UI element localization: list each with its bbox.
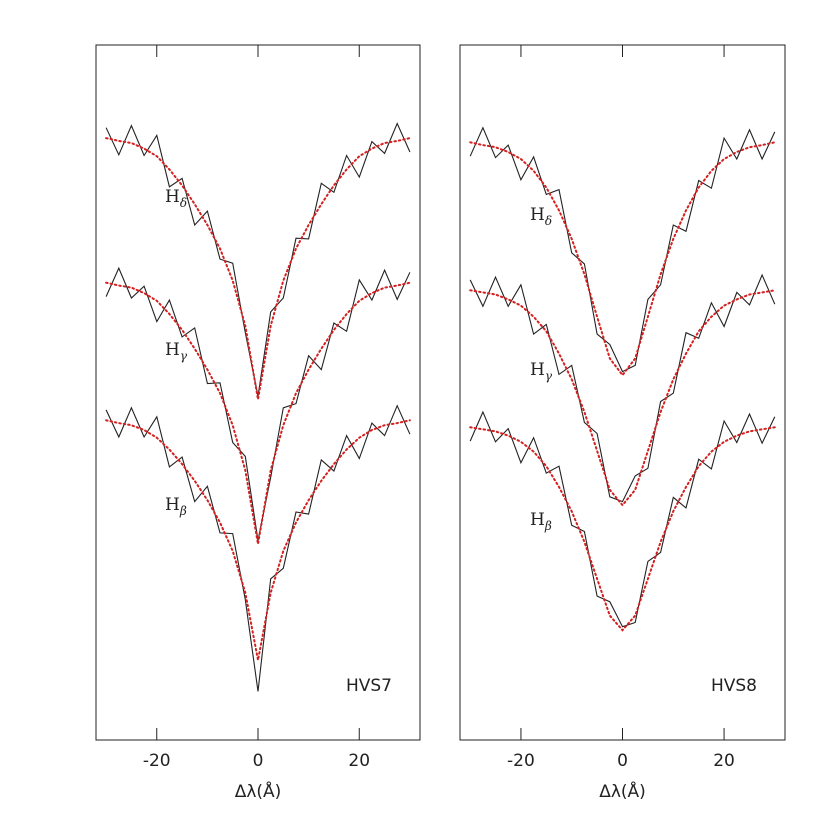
line-label-subscript: δ [545, 214, 552, 228]
line-label-subscript: γ [180, 349, 188, 363]
line-label: Hγ [530, 360, 553, 383]
line-label: Hδ [530, 205, 552, 228]
line-label-subscript: δ [180, 196, 187, 210]
panel-label: HVS7 [346, 676, 392, 696]
line-label-base: H [530, 360, 545, 380]
model-line [469, 289, 776, 507]
line-label-subscript: γ [545, 369, 553, 383]
spectrum-line [105, 266, 411, 541]
model-line [105, 281, 411, 545]
spectrum-line [469, 273, 776, 503]
line-label-base: H [530, 205, 545, 225]
panel-frame [459, 44, 786, 741]
line-label-subscript: β [179, 504, 187, 518]
x-tick-label: 20 [348, 751, 370, 771]
spectrum-line [105, 404, 411, 692]
model-line [105, 137, 411, 400]
x-axis-label: Δλ(Å) [235, 780, 282, 802]
line-label: Hγ [165, 340, 188, 363]
x-tick-label: 0 [617, 751, 628, 771]
spectrum-line [469, 410, 776, 628]
line-label-subscript: β [544, 519, 552, 533]
line-label: Hβ [165, 495, 187, 518]
x-tick-label: 0 [253, 751, 264, 771]
spectrum-line [469, 126, 776, 373]
line-label-base: H [530, 510, 545, 530]
line-label-base: H [165, 495, 180, 515]
x-tick-label: -20 [143, 751, 171, 771]
x-tick-label: 20 [713, 751, 735, 771]
line-label: Hβ [530, 510, 552, 533]
model-line [469, 141, 776, 377]
spectrum-line [105, 122, 411, 397]
line-label: Hδ [165, 187, 187, 210]
panel-label: HVS8 [711, 676, 757, 696]
line-label-base: H [165, 340, 180, 360]
x-tick-label: -20 [507, 751, 535, 771]
model-line [105, 419, 411, 661]
x-axis-label: Δλ(Å) [599, 780, 646, 802]
model-line [469, 426, 776, 632]
line-label-base: H [165, 187, 180, 207]
